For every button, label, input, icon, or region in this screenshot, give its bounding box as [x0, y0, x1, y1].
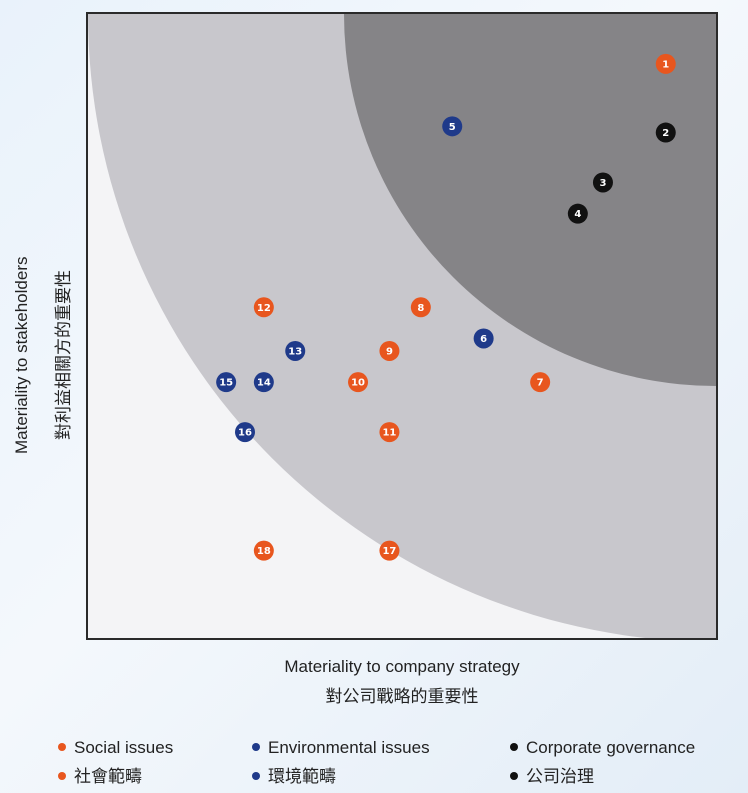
y-axis-title-en: Materiality to stakeholders	[12, 256, 31, 454]
point-label-8: 8	[417, 303, 424, 314]
legend-dot-environmental	[252, 742, 260, 751]
point-marker-7	[530, 372, 551, 393]
legend-item-social-zh: 社會範疇	[58, 765, 142, 789]
data-point-2: 2	[655, 122, 676, 143]
point-marker-10	[348, 372, 369, 393]
data-point-11: 11	[379, 422, 400, 443]
point-marker-4	[567, 203, 588, 224]
point-label-11: 11	[382, 428, 396, 439]
point-label-12: 12	[257, 303, 271, 314]
data-point-4: 4	[567, 203, 588, 224]
data-point-17: 17	[379, 540, 400, 561]
point-marker-11	[379, 422, 400, 443]
chart-plot-area: 1 7 8 9 10 11 12 17 18 5 6 13 14 15 16 2 3 4	[86, 12, 718, 640]
point-marker-14	[253, 372, 274, 393]
point-label-6: 6	[480, 334, 487, 345]
x-axis-title: Materiality to company strategy 對公司戰略的重要…	[86, 655, 718, 709]
data-point-12: 12	[253, 297, 274, 318]
data-point-15: 15	[216, 372, 237, 393]
point-marker-17	[379, 540, 400, 561]
data-point-7: 7	[530, 372, 551, 393]
point-marker-15	[216, 372, 237, 393]
legend-item-environmental-zh: 環境範疇	[252, 765, 336, 789]
x-axis-title-en: Materiality to company strategy	[284, 657, 520, 676]
data-point-1: 1	[655, 53, 676, 74]
legend-dot-social	[58, 742, 66, 751]
point-label-16: 16	[238, 428, 252, 439]
point-label-2: 2	[662, 128, 669, 139]
legend: Social issues 社會範疇 Environmental issues …	[0, 736, 748, 793]
point-label-7: 7	[537, 378, 544, 389]
legend-item-governance: Corporate governance	[510, 736, 695, 760]
point-label-15: 15	[219, 378, 233, 389]
point-label-1: 1	[662, 59, 669, 70]
data-point-6: 6	[473, 328, 494, 349]
point-marker-1	[655, 53, 676, 74]
point-label-14: 14	[257, 378, 271, 389]
legend-item-environmental: Environmental issues	[252, 736, 430, 760]
point-marker-8	[410, 297, 431, 318]
point-marker-6	[473, 328, 494, 349]
y-axis-title-zh: 對利益相關方的重要性	[54, 270, 73, 440]
point-label-4: 4	[574, 209, 581, 220]
data-point-14: 14	[253, 372, 274, 393]
point-marker-12	[253, 297, 274, 318]
point-label-10: 10	[351, 378, 365, 389]
point-label-9: 9	[386, 346, 393, 357]
point-marker-13	[285, 340, 306, 361]
y-axis-title: Materiality to stakeholders 對利益相關方的重要性	[0, 0, 86, 640]
data-point-9: 9	[379, 340, 400, 361]
point-marker-2	[655, 122, 676, 143]
point-label-3: 3	[599, 178, 606, 189]
point-marker-5	[442, 116, 463, 137]
point-marker-3	[592, 172, 613, 193]
point-label-18: 18	[257, 546, 271, 557]
point-marker-18	[253, 540, 274, 561]
data-point-10: 10	[348, 372, 369, 393]
point-label-5: 5	[449, 122, 456, 133]
data-point-13: 13	[285, 340, 306, 361]
point-marker-9	[379, 340, 400, 361]
data-point-8: 8	[410, 297, 431, 318]
legend-item-social: Social issues	[58, 736, 173, 760]
legend-item-governance-zh: 公司治理	[510, 765, 594, 789]
x-axis-title-zh: 對公司戰略的重要性	[325, 687, 479, 706]
point-label-13: 13	[288, 346, 302, 357]
legend-dot-governance	[510, 742, 518, 751]
point-label-17: 17	[382, 546, 396, 557]
data-point-16: 16	[235, 422, 255, 443]
legend-dot-governance-zh	[510, 771, 518, 780]
data-point-3: 3	[592, 172, 613, 193]
legend-dot-environmental-zh	[252, 771, 260, 780]
legend-dot-social-zh	[58, 771, 66, 780]
data-point-5: 5	[442, 116, 463, 137]
region-inner-zone	[344, 14, 716, 386]
data-point-18: 18	[253, 540, 274, 561]
point-marker-16	[235, 422, 255, 443]
